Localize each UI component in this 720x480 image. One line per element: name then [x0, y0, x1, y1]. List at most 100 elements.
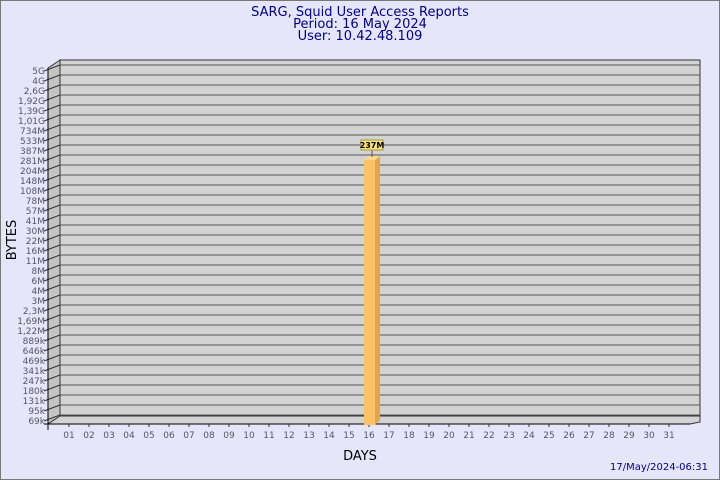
y-tick [43, 174, 61, 182]
y-tick [43, 84, 61, 92]
y-tick-label: 78M [26, 197, 45, 207]
x-tick-label: 11 [263, 431, 274, 441]
y-tick [43, 234, 61, 242]
y-tick [43, 194, 61, 202]
bar-top [364, 156, 380, 160]
y-tick [43, 154, 61, 162]
y-tick [43, 254, 61, 262]
y-tick [43, 344, 61, 352]
y-tick-label: 1,22M [17, 327, 45, 337]
y-tick [43, 324, 61, 332]
y-tick-label: 41M [26, 217, 45, 227]
footer-timestamp: 17/May/2024-06:31 [610, 462, 708, 473]
x-tick-label: 25 [543, 431, 554, 441]
x-tick-label: 19 [423, 431, 435, 441]
y-tick-label: 4M [32, 287, 46, 297]
y-tick-label: 646k [23, 347, 46, 357]
y-tick-label: 69k [28, 417, 45, 427]
y-tick [43, 404, 61, 412]
x-tick-label: 27 [583, 431, 594, 441]
y-tick-label: 4G [32, 77, 45, 87]
y-tick [43, 314, 61, 322]
x-tick-label: 16 [363, 431, 375, 441]
x-tick-label: 06 [163, 431, 175, 441]
y-tick [43, 214, 61, 222]
y-tick [43, 374, 61, 382]
y-tick-label: 148M [20, 177, 45, 187]
y-tick [43, 414, 61, 422]
y-tick-label: 341k [23, 367, 46, 377]
y-tick-label: 5G [32, 67, 45, 77]
y-tick-label: 8M [32, 267, 46, 277]
x-tick-label: 03 [103, 431, 114, 441]
x-tick-label: 29 [623, 431, 635, 441]
y-tick-label: 247k [23, 377, 46, 387]
x-tick-label: 01 [63, 431, 74, 441]
y-tick-label: 387M [20, 147, 45, 157]
y-tick-label: 2,6G [24, 87, 45, 97]
y-tick [43, 364, 61, 372]
y-tick [43, 204, 61, 212]
y-tick-label: 108M [20, 187, 45, 197]
x-tick-label: 08 [203, 431, 215, 441]
y-tick-label: 889k [23, 337, 46, 347]
chart-subtitle-period: Period: 16 May 2024 [293, 17, 427, 32]
x-axis-label: DAYS [343, 449, 377, 464]
x-tick-label: 07 [183, 431, 194, 441]
y-tick-label: 1,69M [17, 317, 45, 327]
y-tick [43, 354, 61, 362]
y-tick [43, 394, 61, 402]
y-tick-label: 1,01G [18, 117, 45, 127]
y-tick-label: 734M [20, 127, 45, 137]
bar-value-label: 237M [360, 141, 385, 150]
y-tick [43, 164, 61, 172]
y-axis-label: BYTES [5, 220, 20, 261]
y-tick-label: 3M [32, 297, 46, 307]
x-tick-label: 09 [223, 431, 235, 441]
y-tick [43, 144, 61, 152]
chart-title: SARG, Squid User Access Reports [251, 5, 469, 20]
y-tick-label: 11M [26, 257, 45, 267]
y-tick-label: 1,92G [18, 97, 45, 107]
y-tick [43, 224, 61, 232]
y-tick-label: 16M [26, 247, 45, 257]
x-tick-label: 02 [83, 431, 94, 441]
y-tick [43, 334, 61, 342]
x-tick-label: 26 [563, 431, 575, 441]
x-tick-label: 21 [463, 431, 474, 441]
y-tick [43, 104, 61, 112]
y-tick [43, 304, 61, 312]
x-tick-label: 18 [403, 431, 415, 441]
y-tick [43, 64, 61, 72]
y-tick [43, 94, 61, 102]
x-tick-label: 13 [303, 431, 314, 441]
x-tick-label: 20 [443, 431, 455, 441]
left-wall [47, 59, 61, 425]
y-tick-label: 469k [23, 357, 46, 367]
x-tick-label: 23 [503, 431, 514, 441]
bar-label-box [360, 139, 384, 151]
x-tick-label: 05 [143, 431, 154, 441]
x-tick-label: 17 [383, 431, 394, 441]
x-tick-label: 24 [523, 431, 535, 441]
y-tick [43, 384, 61, 392]
x-tick-label: 10 [243, 431, 255, 441]
bar-side [375, 156, 380, 425]
x-tick-label: 12 [283, 431, 294, 441]
y-tick-label: 57M [26, 207, 45, 217]
y-tick-label: 131k [23, 397, 46, 407]
y-tick-label: 281M [20, 157, 45, 167]
x-tick-label: 28 [603, 431, 615, 441]
y-tick [43, 274, 61, 282]
y-tick-label: 180k [23, 387, 46, 397]
y-tick-label: 95k [28, 407, 45, 417]
y-tick-label: 533M [20, 137, 45, 147]
x-tick-label: 30 [643, 431, 655, 441]
chart-subtitle-user: User: 10.42.48.109 [298, 29, 423, 44]
x-tick-label: 31 [663, 431, 674, 441]
y-tick [43, 134, 61, 142]
y-tick-label: 6M [32, 277, 46, 287]
y-tick-label: 22M [26, 237, 45, 247]
